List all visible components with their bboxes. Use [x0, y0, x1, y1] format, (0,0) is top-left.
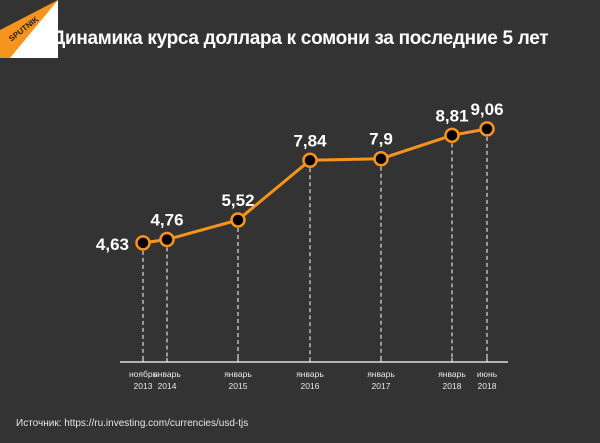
data-label: 9,06 [470, 100, 503, 119]
x-tick-label-month: январь [438, 369, 466, 379]
data-point [135, 235, 151, 251]
data-point [444, 127, 460, 144]
data-label: 4,76 [150, 211, 183, 230]
x-tick-label-month: январь [153, 369, 181, 379]
x-tick-label-month: январь [224, 369, 252, 379]
x-tick-label-year: 2016 [301, 381, 320, 391]
data-point [373, 150, 389, 167]
x-tick-label-month: ноябрь [129, 369, 158, 379]
data-label: 8,81 [435, 106, 468, 125]
data-label: 7,84 [293, 131, 327, 150]
data-point [159, 231, 175, 248]
chart-title: Динамика курса доллара к сомони за после… [51, 28, 549, 49]
x-tick-label-month: июнь [477, 369, 498, 379]
data-label: 5,52 [221, 191, 254, 210]
data-label: 7,9 [369, 130, 393, 149]
x-tick-label-month: январь [367, 369, 395, 379]
data-label: 4,63 [96, 235, 129, 254]
source-note: Источник: https://ru.investing.com/curre… [16, 418, 249, 429]
data-point [479, 121, 495, 137]
x-tick-label-year: 2014 [158, 381, 177, 391]
x-tick-label-year: 2017 [372, 381, 391, 391]
x-tick-label-month: январь [296, 369, 324, 379]
data-point [302, 152, 318, 169]
x-tick-label-year: 2018 [478, 381, 497, 391]
x-tick-label-year: 2018 [443, 381, 462, 391]
x-tick-label-year: 2013 [134, 381, 153, 391]
x-tick-label-year: 2015 [229, 381, 248, 391]
data-point [230, 212, 246, 228]
sputnik-logo: SPUTNIK [0, 0, 58, 58]
